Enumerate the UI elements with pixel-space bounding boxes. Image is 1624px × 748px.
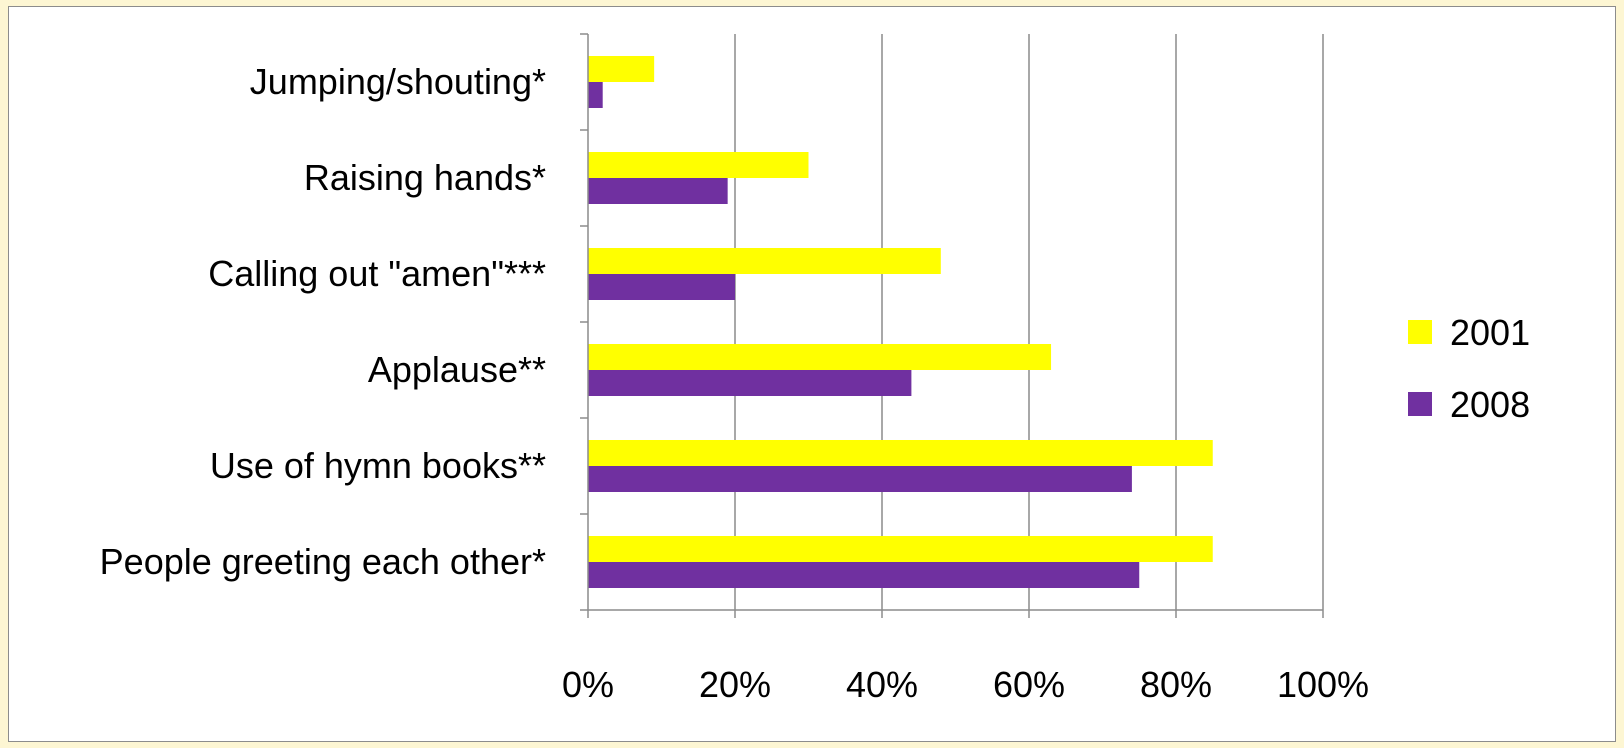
bar-2001 (588, 56, 655, 82)
legend-label-2001: 2001 (1450, 312, 1530, 353)
bar-2008 (588, 178, 728, 204)
x-tick-label: 40% (846, 664, 918, 705)
gridlines (734, 34, 1324, 610)
legend-swatch-2008 (1408, 392, 1432, 416)
bar-2001 (588, 440, 1213, 466)
category-label: Calling out "amen"*** (208, 253, 546, 294)
x-tick-label: 80% (1140, 664, 1212, 705)
bar-2001 (588, 248, 941, 274)
axes (580, 33, 1324, 618)
bars (588, 56, 1213, 588)
bar-2008 (588, 466, 1132, 492)
bar-2008 (588, 274, 735, 300)
bar-chart: People greeting each other* Use of hymn b… (100, 33, 1530, 705)
bar-2001 (588, 152, 809, 178)
category-label: Jumping/shouting* (250, 61, 546, 102)
bar-2008 (588, 370, 912, 396)
category-label: People greeting each other* (100, 541, 546, 582)
legend-swatch-2001 (1408, 320, 1432, 344)
chart-frame: People greeting each other* Use of hymn b… (8, 6, 1616, 742)
x-tick-label: 0% (562, 664, 614, 705)
category-label: Use of hymn books** (210, 445, 546, 486)
x-tick-label: 20% (699, 664, 771, 705)
legend-label-2008: 2008 (1450, 384, 1530, 425)
bar-2001 (588, 344, 1052, 370)
x-tick-labels: 0% 20% 40% 60% 80% 100% (562, 664, 1369, 705)
x-tick-label: 100% (1277, 664, 1369, 705)
bar-2008 (588, 562, 1140, 588)
legend: 2001 2008 (1408, 312, 1530, 425)
category-labels: People greeting each other* Use of hymn b… (100, 61, 546, 582)
category-label: Raising hands* (304, 157, 546, 198)
x-tick-label: 60% (993, 664, 1065, 705)
category-label: Applause** (368, 349, 546, 390)
bar-2008 (588, 82, 603, 108)
bar-2001 (588, 536, 1213, 562)
